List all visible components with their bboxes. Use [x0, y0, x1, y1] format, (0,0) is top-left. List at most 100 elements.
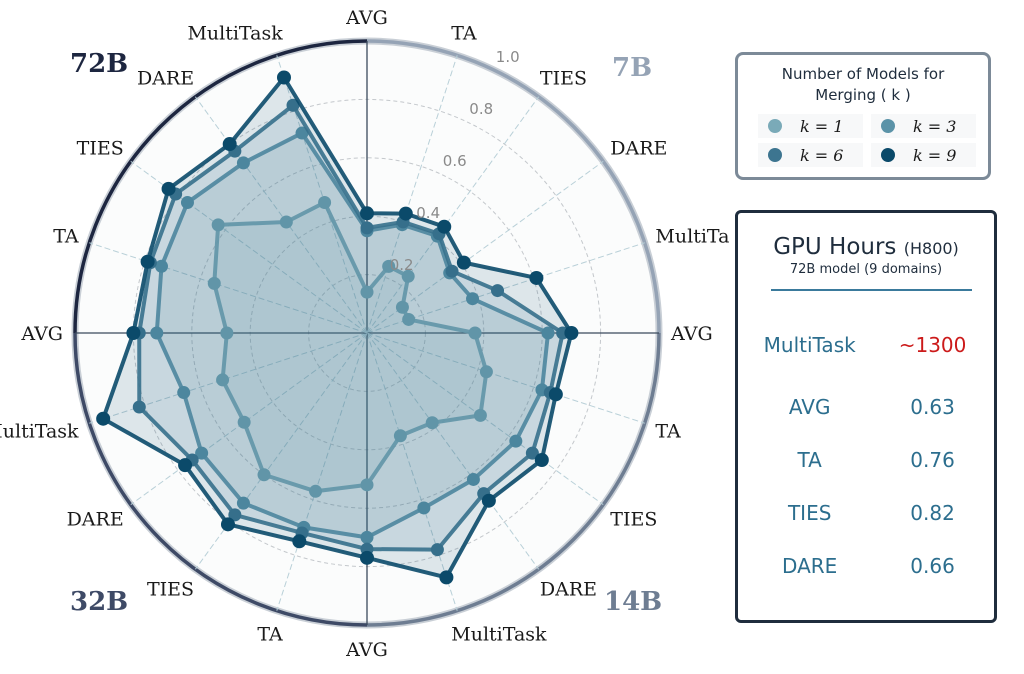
radial-tick-label: 0.8 [469, 100, 493, 118]
data-point [222, 137, 237, 152]
gpu-value: ~1300 [898, 333, 967, 357]
data-point [529, 270, 544, 285]
data-point [466, 472, 480, 486]
outer-ring-arc-32b [73, 332, 368, 627]
axis-label: TIES [147, 579, 194, 601]
data-point [211, 218, 225, 232]
data-point [236, 156, 250, 170]
data-point [445, 264, 459, 278]
grid-spoke [366, 96, 540, 334]
legend-label: k = 3 [913, 116, 957, 136]
data-point [473, 408, 487, 422]
axis-label: DARE [137, 67, 194, 89]
data-point [468, 326, 482, 340]
legend-item-k9: k = 9 [871, 143, 976, 167]
axis-label: TA [655, 421, 681, 443]
axis-label: AVG [670, 323, 713, 345]
data-point [439, 570, 454, 585]
data-point [132, 400, 146, 414]
data-point [178, 458, 193, 473]
data-point [466, 292, 480, 306]
axis-label: TA [451, 22, 477, 44]
data-point [140, 254, 155, 269]
axis-label: AVG [20, 323, 63, 345]
grid-spoke [366, 55, 458, 334]
axis-label: MultiTask [451, 624, 547, 646]
model-label-14b: 14B [604, 587, 662, 617]
data-point [228, 508, 242, 522]
data-point [564, 326, 579, 340]
data-point [393, 429, 407, 443]
legend-item-k1: k = 1 [758, 114, 863, 138]
axis-label: AVG [345, 639, 388, 661]
gpu-method: TA [797, 448, 822, 472]
data-point [360, 285, 374, 299]
axis-label: DARE [540, 579, 597, 601]
axis-label: TIES [77, 137, 124, 159]
data-point [456, 255, 471, 270]
gpu-method: AVG [788, 395, 831, 419]
data-point [220, 326, 234, 340]
axis-label: AVG [345, 7, 388, 29]
axis-label: MultiTask [655, 225, 730, 247]
model-label-7b: 7B [612, 53, 652, 83]
gpu-method: DARE [782, 554, 838, 578]
data-point [541, 326, 555, 340]
legend-item-k6: k = 6 [758, 143, 863, 167]
data-point [236, 496, 250, 510]
grid-spoke [89, 242, 368, 334]
grid-spoke [366, 332, 645, 424]
gpu-value: 0.82 [910, 501, 955, 525]
axis-label: TIES [540, 67, 587, 89]
data-point [318, 195, 332, 209]
radar-chart: AVG TA TIES DARE MultiTask AVG TA TIES DARE Multi… [0, 7, 730, 661]
outer-ring-arc-14b [366, 332, 661, 627]
data-point [395, 300, 409, 314]
data-point [382, 259, 396, 273]
data-point [509, 434, 523, 448]
gpu-row-avg: AVG 0.63 [738, 395, 994, 419]
data-point [126, 326, 141, 340]
data-point [220, 517, 235, 532]
gpu-value: 0.76 [910, 448, 955, 472]
gpu-row-dare: DARE 0.66 [738, 554, 994, 578]
data-point [491, 284, 505, 298]
legend-title: Number of Models for Merging ( k ) [738, 64, 988, 106]
radial-tick-label: 0.4 [416, 204, 440, 222]
data-point [481, 493, 496, 508]
model-label-72b: 72B [70, 49, 128, 79]
gpu-method: MultiTask [763, 333, 856, 357]
data-point [237, 415, 251, 429]
axis-label: MultiTask [0, 421, 79, 443]
data-point [177, 386, 191, 400]
data-point [534, 453, 549, 468]
divider [771, 289, 972, 291]
data-point [195, 446, 209, 460]
data-point [279, 215, 293, 229]
data-point [360, 221, 374, 235]
axis-label: DARE [67, 509, 124, 531]
data-point [425, 416, 439, 430]
data-point [276, 70, 291, 85]
axis-label: TIES [610, 509, 657, 531]
axis-label: TA [53, 225, 79, 247]
grid-spoke [194, 96, 368, 334]
gpu-subtitle: 72B model (9 domains) [789, 262, 943, 277]
legend-label: k = 6 [800, 145, 844, 165]
data-point [161, 181, 176, 196]
gpu-title-text: GPU Hours [773, 234, 897, 260]
grid-spoke [366, 332, 458, 611]
data-point [398, 206, 413, 221]
data-point [548, 387, 563, 402]
legend-marker [768, 119, 782, 133]
series-k9 [96, 70, 579, 585]
series-k1 [207, 195, 493, 498]
gpu-row-ties: TIES 0.82 [738, 501, 994, 525]
axis-label: DARE [610, 137, 667, 159]
data-point [401, 269, 415, 283]
data-point [417, 501, 431, 515]
legend-marker [881, 148, 895, 162]
legend-title-line2: Merging ( k ) [815, 86, 911, 104]
legend-item-k3: k = 3 [871, 114, 976, 138]
data-point [180, 196, 194, 210]
